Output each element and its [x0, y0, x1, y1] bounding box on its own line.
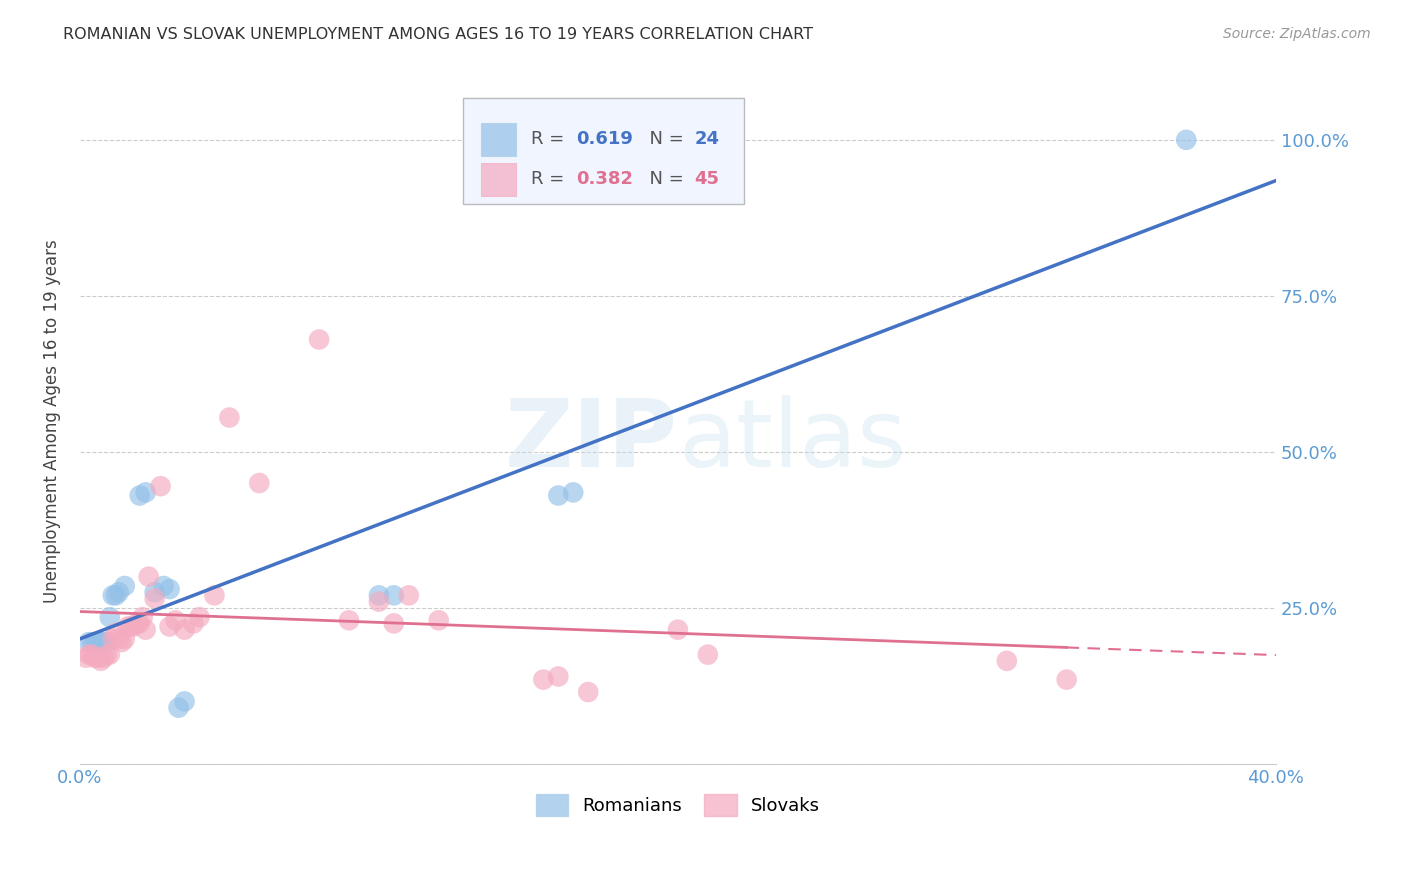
- Point: [159, 582, 181, 596]
- Point: [131, 610, 153, 624]
- Point: [96, 648, 118, 662]
- Point: [117, 619, 139, 633]
- FancyBboxPatch shape: [481, 123, 516, 156]
- Point: [80, 635, 103, 649]
- Text: 0.382: 0.382: [576, 170, 633, 188]
- FancyBboxPatch shape: [481, 162, 516, 195]
- Text: ROMANIAN VS SLOVAK UNEMPLOYMENT AMONG AGES 16 TO 19 YEARS CORRELATION CHART: ROMANIAN VS SLOVAK UNEMPLOYMENT AMONG AG…: [63, 27, 813, 42]
- Point: [204, 588, 226, 602]
- Point: [367, 594, 389, 608]
- Point: [111, 635, 134, 649]
- Point: [183, 616, 205, 631]
- Point: [83, 650, 105, 665]
- Point: [75, 650, 97, 665]
- Point: [77, 648, 100, 662]
- Point: [531, 673, 554, 687]
- Point: [427, 613, 450, 627]
- Point: [96, 635, 118, 649]
- Point: [122, 619, 145, 633]
- Point: [218, 410, 240, 425]
- Point: [104, 588, 127, 602]
- Point: [107, 585, 129, 599]
- Point: [696, 648, 718, 662]
- Point: [77, 635, 100, 649]
- Point: [167, 700, 190, 714]
- Point: [562, 485, 585, 500]
- Point: [135, 623, 157, 637]
- Point: [125, 616, 148, 631]
- Point: [165, 613, 187, 627]
- Point: [107, 632, 129, 646]
- Point: [382, 616, 405, 631]
- Point: [80, 648, 103, 662]
- Point: [547, 669, 569, 683]
- Point: [308, 333, 330, 347]
- Text: 0.619: 0.619: [576, 130, 633, 148]
- Point: [149, 479, 172, 493]
- Text: N =: N =: [638, 170, 690, 188]
- Point: [90, 635, 112, 649]
- Text: Source: ZipAtlas.com: Source: ZipAtlas.com: [1223, 27, 1371, 41]
- FancyBboxPatch shape: [463, 98, 744, 204]
- Text: ZIP: ZIP: [505, 395, 678, 487]
- Point: [138, 569, 160, 583]
- Point: [1175, 133, 1198, 147]
- Point: [173, 623, 195, 637]
- Point: [367, 588, 389, 602]
- Text: atlas: atlas: [678, 395, 905, 487]
- Text: 24: 24: [695, 130, 720, 148]
- Text: 45: 45: [695, 170, 720, 188]
- Point: [83, 635, 105, 649]
- Point: [120, 619, 142, 633]
- Text: R =: R =: [531, 170, 569, 188]
- Point: [576, 685, 599, 699]
- Point: [382, 588, 405, 602]
- Point: [995, 654, 1018, 668]
- Point: [104, 625, 127, 640]
- Point: [666, 623, 689, 637]
- Point: [188, 610, 211, 624]
- Legend: Romanians, Slovaks: Romanians, Slovaks: [529, 787, 827, 823]
- Text: N =: N =: [638, 130, 690, 148]
- Point: [87, 650, 110, 665]
- Point: [101, 632, 124, 646]
- Point: [398, 588, 420, 602]
- Point: [114, 632, 136, 646]
- Point: [143, 591, 166, 606]
- Point: [128, 616, 150, 631]
- Point: [247, 476, 270, 491]
- Point: [87, 635, 110, 649]
- Point: [93, 635, 115, 649]
- Point: [143, 585, 166, 599]
- Point: [98, 610, 121, 624]
- Point: [547, 489, 569, 503]
- Point: [152, 579, 174, 593]
- Point: [337, 613, 360, 627]
- Point: [159, 619, 181, 633]
- Point: [128, 489, 150, 503]
- Point: [98, 648, 121, 662]
- Point: [114, 579, 136, 593]
- Point: [93, 650, 115, 665]
- Point: [101, 588, 124, 602]
- Point: [135, 485, 157, 500]
- Y-axis label: Unemployment Among Ages 16 to 19 years: Unemployment Among Ages 16 to 19 years: [44, 239, 60, 602]
- Point: [1056, 673, 1078, 687]
- Point: [90, 654, 112, 668]
- Text: R =: R =: [531, 130, 569, 148]
- Point: [173, 694, 195, 708]
